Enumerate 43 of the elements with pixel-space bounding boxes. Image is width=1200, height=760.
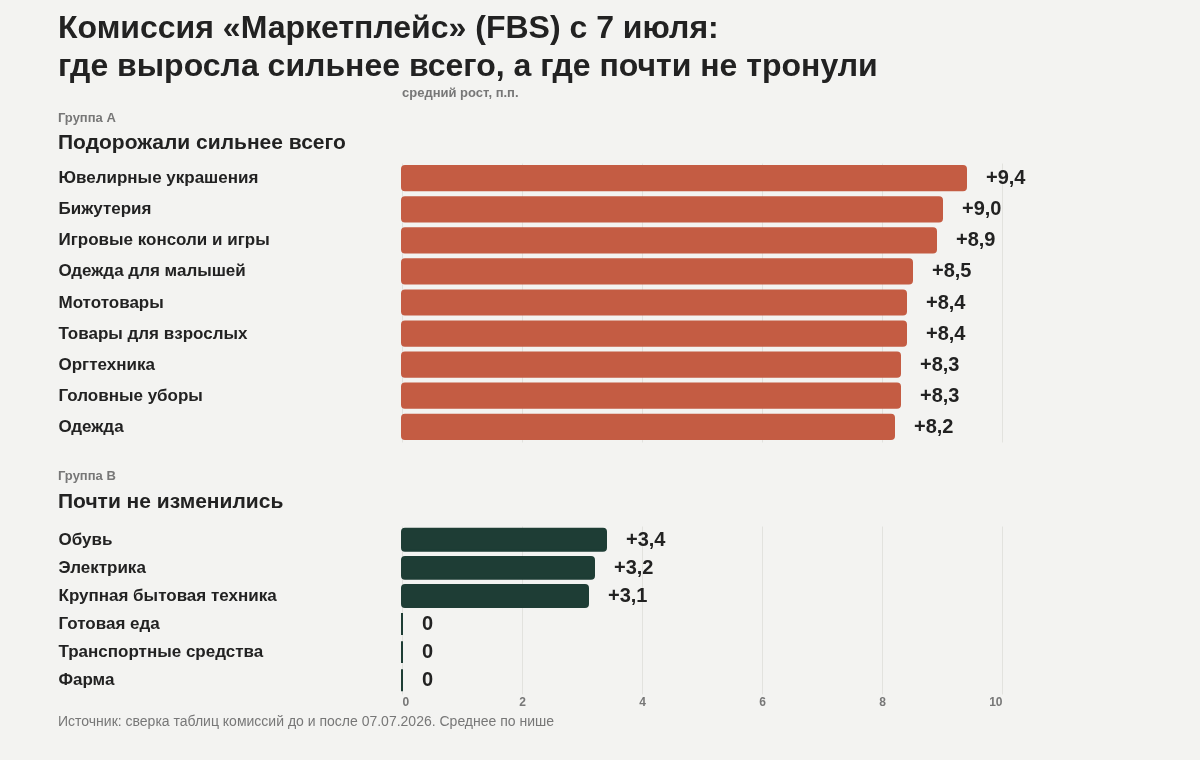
y-tick-label: Оргтехника (58, 354, 156, 374)
data-label: +9,4 (986, 166, 1027, 189)
data-label: +8,5 (932, 259, 972, 282)
x-tick-label: 0 (402, 694, 410, 709)
data-label: +8,9 (956, 228, 996, 251)
data-label: +8,3 (920, 352, 960, 375)
text: Почти не изменились (58, 489, 284, 512)
y-tick-label: Электрика (58, 557, 147, 577)
y-tick-label: Одежда (58, 416, 125, 436)
y-tick-label: Одежда для малышей (58, 261, 246, 281)
data-label: +9,0 (962, 197, 1002, 220)
text: Источник: сверка таблиц комиссий до и после 07.07.2026. Среднее по нише (58, 713, 555, 729)
data-label: +8,2 (914, 414, 954, 437)
x-tick-label: 4 (639, 694, 647, 709)
y-tick-label: Фарма (58, 670, 115, 690)
y-tick-label: Крупная бытовая техника (58, 585, 278, 605)
y-tick-label: Ювелирные украшения (58, 168, 259, 188)
data-label: +3,4 (626, 527, 667, 550)
x-tick-label: 8 (879, 694, 887, 709)
y-tick-label: Мототовары (58, 292, 164, 312)
text: Группа А (58, 110, 117, 125)
text: Группа В (58, 468, 116, 483)
data-label: +8,4 (926, 290, 967, 313)
x-axis-title: средний рост, п.п. (402, 85, 519, 100)
text: Подорожали сильнее всего (58, 130, 346, 153)
x-tick-label: 2 (519, 694, 527, 709)
data-label: 0 (422, 640, 434, 663)
y-tick-label: Транспортные средства (58, 642, 264, 662)
y-tick-label: Обувь (58, 529, 113, 549)
data-label: +8,3 (920, 383, 960, 406)
chart-title: Комиссия «Маркетплейс» (FBS) с 7 июля: где выросла сильнее всего, а где почти не тронули (58, 9, 878, 83)
data-label: +3,1 (608, 583, 648, 606)
y-tick-label: Готовая еда (58, 614, 161, 634)
data-label: +8,4 (926, 321, 967, 344)
y-tick-label: Игровые консоли и игры (58, 230, 270, 250)
x-tick-label: 10 (989, 694, 1003, 709)
data-label: 0 (422, 612, 434, 635)
data-label: 0 (422, 668, 434, 691)
x-tick-label: 6 (759, 694, 767, 709)
y-tick-label: Товары для взрослых (58, 323, 248, 343)
data-label: +3,2 (614, 555, 654, 578)
y-tick-label: Бижутерия (58, 199, 152, 219)
y-tick-label: Головные уборы (58, 385, 203, 405)
